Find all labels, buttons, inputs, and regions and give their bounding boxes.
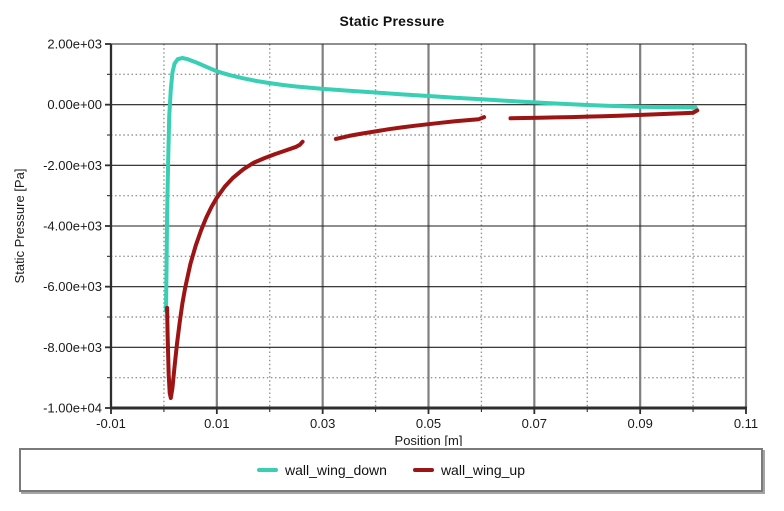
legend-swatch <box>256 468 278 472</box>
legend-item-wall_wing_up: wall_wing_up <box>412 462 525 478</box>
x-tick-label: 0.03 <box>310 416 335 431</box>
y-tick-labels: 2.00e+03 0.00e+00 -2.00e+03 -4.00e+03 -6.00e… <box>43 37 102 416</box>
x-tick-label: 0.07 <box>522 416 547 431</box>
grid-major <box>109 43 748 409</box>
x-tick-label: -0.01 <box>96 416 126 431</box>
y-tick-label: 2.00e+03 <box>47 37 102 52</box>
y-axis-title: Static Pressure [Pa] <box>12 169 27 284</box>
x-tick-label: 0.11 <box>734 416 758 431</box>
legend-swatch <box>412 468 434 472</box>
y-tick-label: -1.00e+04 <box>43 401 102 416</box>
series-line-wall_wing_up <box>165 108 700 400</box>
x-tick-label: 0.05 <box>416 416 441 431</box>
x-tick-label: 0.09 <box>628 416 653 431</box>
y-tick-label: -6.00e+03 <box>43 279 102 294</box>
legend: wall_wing_down wall_wing_up <box>19 448 763 492</box>
legend-item-wall_wing_down: wall_wing_down <box>256 462 387 478</box>
x-axis-title: Position [m] <box>395 433 463 446</box>
plot-area: 2.00e+03 0.00e+00 -2.00e+03 -4.00e+03 -6.00e… <box>12 37 758 447</box>
chart-title: Static Pressure <box>339 13 445 29</box>
y-tick-label: 0.00e+00 <box>47 97 102 112</box>
tick-marks <box>105 43 747 414</box>
series-line-wall_wing_down <box>164 56 698 313</box>
x-tick-label: 0.01 <box>204 416 229 431</box>
legend-label: wall_wing_down <box>284 462 387 478</box>
legend-label: wall_wing_up <box>440 462 525 478</box>
y-tick-label: -4.00e+03 <box>43 219 102 234</box>
x-tick-labels: -0.01 0.01 0.03 0.05 0.07 0.09 0.11 <box>96 416 758 431</box>
y-tick-label: -8.00e+03 <box>43 340 102 355</box>
y-tick-label: -2.00e+03 <box>43 158 102 173</box>
